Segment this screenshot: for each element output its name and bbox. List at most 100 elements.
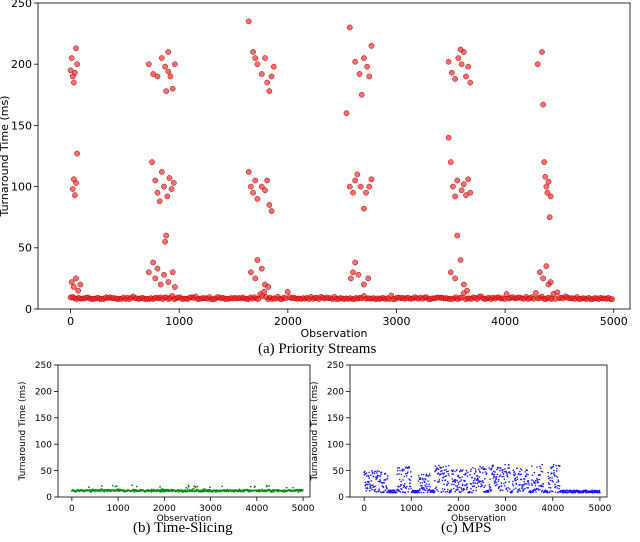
y-tick-label: 0 [25, 303, 32, 316]
data-point [446, 483, 448, 485]
data-point [445, 58, 452, 65]
data-point [407, 488, 410, 490]
data-point [437, 472, 440, 475]
data-point [254, 257, 261, 263]
data-point [157, 281, 164, 288]
data-point [557, 479, 559, 481]
data-point [539, 467, 542, 470]
y-tick-label: 150 [35, 414, 52, 424]
data-point [421, 481, 424, 484]
data-point [456, 479, 458, 482]
y-tick-label: 100 [327, 440, 344, 450]
data-point [445, 470, 448, 473]
data-point [421, 477, 424, 480]
x-tick-label: 0 [361, 504, 367, 514]
data-point [402, 491, 405, 493]
data-point [162, 238, 168, 245]
x-axis-label: Observation [451, 514, 506, 524]
y-axis-label: Turnaround Time (ms) [18, 382, 28, 482]
data-point [460, 479, 463, 481]
data-point [609, 296, 616, 302]
data-point [542, 173, 549, 180]
data-point [534, 479, 537, 482]
data-point [539, 465, 541, 468]
data-point [453, 470, 456, 473]
data-point [464, 473, 467, 476]
data-point [455, 55, 462, 61]
data-point [442, 490, 445, 492]
data-point [544, 189, 551, 196]
data-point [399, 491, 402, 493]
data-point [194, 486, 197, 489]
data-point [460, 290, 467, 297]
plot-c: 0 1000 2000 3000 4000 5000 0 50 100 150 200 250 Obse… [310, 361, 612, 524]
caption-b: (b) Time-Slicing [133, 520, 233, 536]
data-point [152, 177, 159, 184]
y-tick-label: 150 [11, 119, 32, 132]
data-point [483, 491, 486, 493]
data-point [485, 472, 488, 474]
data-point [508, 467, 511, 469]
data-point [514, 487, 517, 490]
data-point [535, 487, 538, 490]
data-point [168, 186, 175, 192]
data-point [475, 489, 477, 492]
y-tick-label: 200 [35, 388, 52, 398]
data-point [364, 484, 366, 487]
data-point [405, 487, 407, 490]
data-point [426, 474, 428, 477]
data-point [484, 478, 486, 480]
data-point [378, 470, 381, 473]
data-point [448, 474, 450, 477]
data-point [436, 468, 439, 470]
data-point [496, 483, 498, 486]
data-point [406, 485, 408, 488]
data-point [460, 281, 467, 288]
data-point [352, 177, 359, 184]
data-point [423, 487, 425, 489]
data-point [156, 198, 163, 205]
data-point [454, 478, 457, 481]
data-point [402, 469, 404, 472]
data-point [549, 490, 551, 492]
data-point [172, 61, 178, 68]
data-point [397, 467, 399, 469]
x-tick-label: 5000 [600, 315, 628, 328]
data-point [452, 193, 458, 200]
data-point [500, 485, 503, 487]
data-point [490, 467, 493, 469]
y-tick-label: 0 [338, 493, 344, 503]
data-point [553, 474, 556, 476]
data-point [408, 466, 411, 469]
data-point [368, 42, 375, 49]
data-point [361, 55, 367, 61]
data-point [505, 488, 508, 491]
data-point [429, 474, 431, 477]
data-point [478, 481, 481, 483]
data-point [186, 488, 189, 491]
data-point [556, 476, 559, 478]
data-point [465, 488, 468, 491]
data-point [159, 490, 162, 493]
data-point [356, 71, 363, 77]
data-point [451, 483, 453, 486]
data-point [375, 491, 378, 493]
data-point [354, 171, 361, 178]
data-point [427, 480, 429, 482]
data-point [472, 482, 475, 484]
data-point [539, 49, 545, 55]
data-point [546, 490, 549, 492]
data-point [380, 471, 383, 473]
data-point [77, 281, 84, 288]
data-point [450, 490, 452, 493]
data-point [456, 469, 458, 471]
data-point [558, 490, 560, 493]
data-point [447, 464, 450, 467]
data-point [150, 488, 153, 491]
data-point [419, 477, 422, 479]
x-tick-label: 2000 [274, 315, 302, 328]
data-point [533, 290, 539, 296]
data-point [115, 485, 118, 488]
data-point [187, 485, 190, 488]
data-point [459, 476, 462, 479]
